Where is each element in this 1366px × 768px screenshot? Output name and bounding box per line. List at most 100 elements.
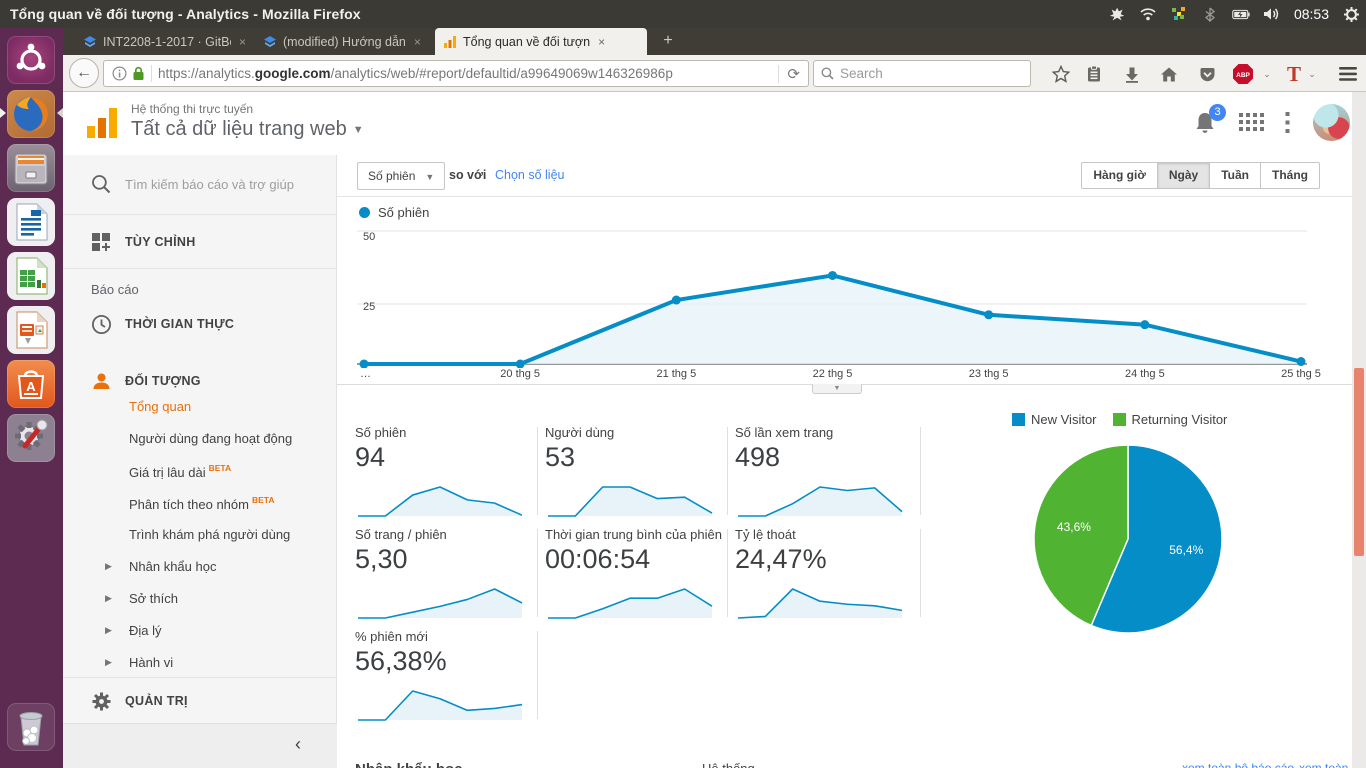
metric-label: Thời gian trung bình của phiên — [545, 527, 722, 542]
translate-dropdown-icon[interactable]: ⌄ — [1308, 68, 1316, 79]
firefox-icon[interactable] — [7, 90, 55, 138]
files-icon[interactable] — [7, 144, 55, 192]
page-info-icon[interactable] — [104, 66, 127, 81]
sidebar-item-cohort-analysis[interactable]: Phân tích theo nhóm BETA — [129, 495, 275, 512]
bookmark-star-icon[interactable] — [1048, 61, 1074, 87]
trash-icon[interactable] — [7, 703, 55, 751]
sidebar-item-realtime[interactable]: THỜI GIAN THỰC — [63, 303, 337, 347]
url-bar[interactable]: https://analytics.google.com/analytics/w… — [103, 60, 809, 87]
y-axis-tick: 50 — [363, 231, 376, 243]
sessions-line-chart[interactable] — [357, 228, 1307, 368]
granularity-week-button[interactable]: Tuần — [1210, 162, 1261, 189]
volume-icon[interactable] — [1263, 5, 1281, 23]
kebab-menu-icon[interactable] — [1285, 112, 1290, 133]
analytics-icon — [444, 35, 456, 48]
expand-arrow-icon[interactable]: ▶ — [105, 561, 112, 571]
input-indicator-icon[interactable] — [1170, 5, 1188, 23]
pie-legend-new-visitor: New Visitor — [1012, 412, 1097, 427]
sidebar-item-demographics[interactable]: Nhân khẩu học — [129, 559, 217, 574]
apps-grid-icon[interactable] — [1239, 113, 1265, 133]
clock[interactable]: 08:53 — [1293, 6, 1329, 22]
tab-label: (modified) Hướng dẫn — [283, 34, 406, 49]
bookmarks-clipboard-icon[interactable] — [1081, 61, 1107, 87]
tab-close-icon[interactable]: × — [413, 34, 421, 49]
tab-close-icon[interactable]: × — [598, 34, 606, 49]
granularity-hourly-button[interactable]: Hàng giờ — [1081, 162, 1158, 189]
notifier-icon[interactable] — [1108, 5, 1126, 23]
metric-select-dropdown[interactable]: Số phiên ▼ — [357, 162, 446, 190]
ga-sidebar: Tìm kiếm báo cáo và trợ giúp TÙY CHỈNH B… — [63, 155, 337, 768]
metric-label: Số trang / phiên — [355, 527, 447, 542]
notifications-bell-icon[interactable]: 3 — [1193, 104, 1226, 136]
chart-expander-button[interactable]: ▼ — [812, 384, 862, 394]
choose-metric-link[interactable]: Chọn số liệu — [495, 168, 565, 182]
battery-icon[interactable] — [1232, 5, 1250, 23]
tab-close-icon[interactable]: × — [239, 34, 247, 49]
new-tab-button[interactable]: + — [663, 32, 673, 49]
expand-arrow-icon[interactable]: ▶ — [105, 593, 112, 603]
session-gear-icon[interactable] — [1342, 5, 1360, 23]
metric-card-new-sessions[interactable]: % phiên mới 56,38% — [355, 629, 531, 725]
sidebar-item-lifetime-value[interactable]: Giá trị lâu dài BETA — [129, 463, 232, 480]
reload-icon[interactable]: ⟳ — [778, 64, 808, 83]
tab-gitbook-2[interactable]: (modified) Hướng dẫn × — [255, 28, 435, 55]
expand-arrow-icon[interactable]: ▶ — [105, 625, 112, 635]
metric-label: Tỷ lệ thoát — [735, 527, 796, 542]
metric-card-bounce-rate[interactable]: Tỷ lệ thoát 24,47% — [735, 527, 911, 623]
search-bar[interactable] — [813, 60, 1031, 87]
libreoffice-calc-icon[interactable] — [7, 252, 55, 300]
back-button[interactable]: ← — [69, 58, 99, 88]
adblock-plus-icon[interactable]: ABP — [1230, 61, 1256, 87]
sidebar-item-audience[interactable]: ĐỐI TƯỢNG — [63, 360, 337, 404]
libreoffice-writer-icon[interactable] — [7, 198, 55, 246]
visitor-type-pie-chart[interactable] — [1030, 441, 1226, 637]
bluetooth-icon[interactable] — [1201, 5, 1219, 23]
page-scrollbar[interactable] — [1352, 92, 1366, 768]
translate-addon-icon[interactable]: T — [1286, 61, 1301, 86]
sidebar-search[interactable]: Tìm kiếm báo cáo và trợ giúp — [63, 155, 337, 215]
metric-card-sessions[interactable]: Số phiên 94 — [355, 425, 531, 521]
sidebar-item-geo[interactable]: Địa lý — [129, 623, 162, 638]
sidebar-item-user-explorer[interactable]: Trình khám phá người dùng — [129, 527, 291, 542]
adblock-dropdown-icon[interactable]: ⌄ — [1263, 68, 1271, 79]
ga-header: Hệ thống thi trực tuyến Tất cả dữ liệu t… — [63, 92, 1366, 155]
tab-gitbook-1[interactable]: INT2208-1-2017 · GitBo × — [75, 28, 255, 55]
scrollbar-thumb[interactable] — [1354, 368, 1364, 556]
https-lock-icon[interactable] — [127, 66, 145, 81]
granularity-day-button[interactable]: Ngày — [1157, 162, 1211, 189]
sidebar-item-interests[interactable]: Sở thích — [129, 591, 178, 606]
metric-card-avg-session-duration[interactable]: Thời gian trung bình của phiên 00:06:54 — [545, 527, 722, 623]
tab-analytics-active[interactable]: Tổng quan về đối tượn × — [435, 28, 647, 55]
sidebar-item-admin[interactable]: QUẢN TRỊ — [63, 677, 337, 723]
sidebar-item-behavior[interactable]: Hành vi — [129, 655, 174, 670]
sidebar-item-customization[interactable]: TÙY CHỈNH — [63, 216, 337, 269]
collapse-sidebar-icon[interactable]: ‹ — [295, 734, 301, 754]
url-text[interactable]: https://analytics.google.com/analytics/w… — [158, 66, 673, 81]
sidebar-item-overview[interactable]: Tổng quan — [129, 399, 192, 414]
clipped-link[interactable]: xem toàn bộ báo cáo — [1182, 761, 1295, 768]
pocket-icon[interactable] — [1194, 61, 1220, 87]
ga-logo-icon — [87, 108, 117, 138]
libreoffice-impress-icon[interactable] — [7, 306, 55, 354]
dash-home-icon[interactable] — [7, 36, 55, 84]
search-input[interactable] — [840, 66, 1000, 81]
card-divider — [920, 529, 921, 617]
downloads-icon[interactable] — [1119, 61, 1145, 87]
software-center-icon[interactable]: A — [7, 360, 55, 408]
firefox-window: INT2208-1-2017 · GitBo × (modified) Hướn… — [63, 28, 1366, 768]
granularity-month-button[interactable]: Tháng — [1261, 162, 1320, 189]
user-avatar[interactable] — [1313, 104, 1350, 141]
chart-legend: Số phiên — [359, 205, 429, 220]
metric-card-pageviews[interactable]: Số lần xem trang 498 — [735, 425, 911, 521]
home-icon[interactable] — [1156, 61, 1182, 87]
metric-card-users[interactable]: Người dùng 53 — [545, 425, 721, 521]
system-settings-icon[interactable] — [7, 414, 55, 462]
wifi-icon[interactable] — [1139, 5, 1157, 23]
menu-hamburger-icon[interactable] — [1335, 61, 1361, 87]
sidebar-item-active-users[interactable]: Người dùng đang hoạt động — [129, 431, 293, 446]
expand-arrow-icon[interactable]: ▶ — [105, 657, 112, 667]
ga-property-selector[interactable]: Tất cả dữ liệu trang web ▼ — [131, 118, 364, 140]
clipped-link[interactable]: xem toàn bộ báo cáo — [1299, 761, 1349, 768]
metric-card-pages-per-session[interactable]: Số trang / phiên 5,30 — [355, 527, 531, 623]
pie-legend: New Visitor Returning Visitor — [1012, 412, 1227, 427]
